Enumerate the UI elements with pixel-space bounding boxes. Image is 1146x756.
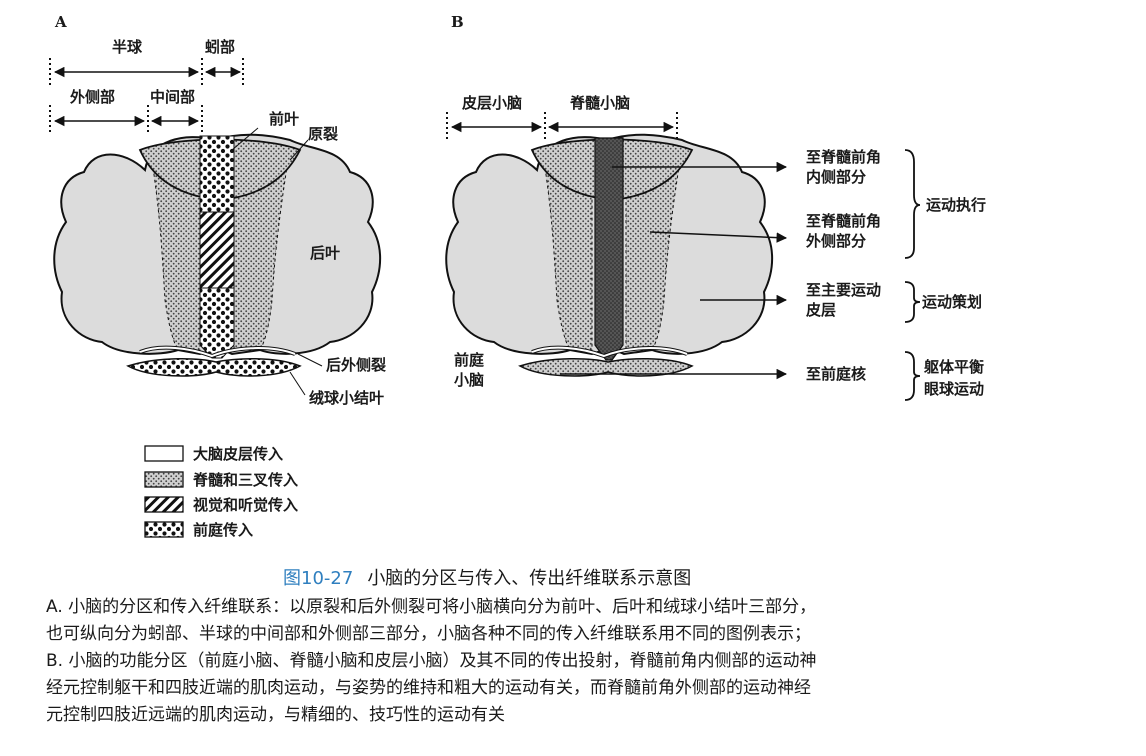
label-to-medial-1: 至脊髓前角 <box>806 148 881 166</box>
label-intermediate-part: 中间部 <box>150 88 195 106</box>
label-lateral-part: 外侧部 <box>69 88 115 106</box>
label-cerebrocerebellum: 皮层小脑 <box>462 94 522 112</box>
label-to-motor-1: 至主要运动 <box>806 281 881 299</box>
diagram-a: 半球 蚓部 外侧部 中间部 前叶 原裂 后叶 后外侧裂 绒球小结叶 <box>49 38 386 407</box>
label-vermis: 蚓部 <box>205 38 235 56</box>
panel-label-a: A <box>54 13 67 31</box>
label-to-medial-2: 内侧部分 <box>806 168 866 186</box>
label-primary-fissure: 原裂 <box>308 125 338 143</box>
note-line-4: 经元控制躯干和四肢近端的肌肉运动，与姿势的维持和粗大的运动有关，而脊髓前角外侧部… <box>46 678 811 698</box>
label-posterior-lobe: 后叶 <box>310 244 340 262</box>
label-motor-planning: 运动策划 <box>922 293 982 311</box>
legend-label-cortex: 大脑皮层传入 <box>193 445 283 463</box>
note-line-3: B. 小脑的功能分区（前庭小脑、脊髓小脑和皮层小脑）及其不同的传出投射，脊髓前角… <box>46 651 817 671</box>
legend-swatch-white <box>144 445 184 462</box>
label-flocculonodular-lobe: 绒球小结叶 <box>309 389 384 407</box>
brace-planning <box>904 281 921 323</box>
legend-swatch-hatch <box>144 496 184 513</box>
label-to-motor-2: 皮层 <box>806 301 836 319</box>
label-anterior-lobe: 前叶 <box>269 110 299 128</box>
label-balance: 躯体平衡 <box>923 358 984 376</box>
figure-number: 图10-27 <box>283 568 354 589</box>
diagram-b: 皮层小脑 脊髓小脑 至脊髓前角 内侧部分 至脊髓前角 外侧部分 至主要运动 皮层… <box>445 94 986 401</box>
brace-balance <box>904 351 921 401</box>
legend-swatch-stipple <box>144 471 184 488</box>
note-line-1: A. 小脑的分区和传入纤维联系：以原裂和后外侧裂可将小脑横向分为前叶、后叶和绒球… <box>46 597 817 617</box>
panel-label-b: B <box>451 13 464 31</box>
label-to-lateral-1: 至脊髓前角 <box>806 212 881 230</box>
note-line-2: 也可纵向分为蚓部、半球的中间部和外侧部三部分，小脑各种不同的传入纤维联系用不同的… <box>46 624 811 644</box>
label-to-lateral-2: 外侧部分 <box>805 232 866 250</box>
legend: 大脑皮层传入 脊髓和三叉传入 视觉和听觉传入 前庭传入 <box>144 445 298 539</box>
label-spinocerebellum: 脊髓小脑 <box>569 94 630 112</box>
label-to-vestibular: 至前庭核 <box>806 365 866 383</box>
label-posterolateral-fissure: 后外侧裂 <box>326 356 386 374</box>
figure-caption: 图10-27 小脑的分区与传入、传出纤维联系示意图 <box>283 564 691 590</box>
brace-execution <box>904 149 921 259</box>
label-motor-execution: 运动执行 <box>926 196 986 214</box>
legend-label-visual: 视觉和听觉传入 <box>193 496 298 514</box>
label-eye-movement: 眼球运动 <box>924 380 984 398</box>
legend-swatch-dots <box>144 521 184 538</box>
legend-label-vestibular: 前庭传入 <box>193 521 253 539</box>
figure-title: 小脑的分区与传入、传出纤维联系示意图 <box>367 568 692 589</box>
label-vestibulo-2: 小脑 <box>454 371 484 389</box>
note-line-5: 元控制四肢近远端的肌肉运动，与精细的、技巧性的运动有关 <box>46 705 505 725</box>
label-vestibulo-1: 前庭 <box>454 351 485 369</box>
label-hemisphere: 半球 <box>112 38 143 56</box>
legend-label-spinal: 脊髓和三叉传入 <box>192 471 298 489</box>
